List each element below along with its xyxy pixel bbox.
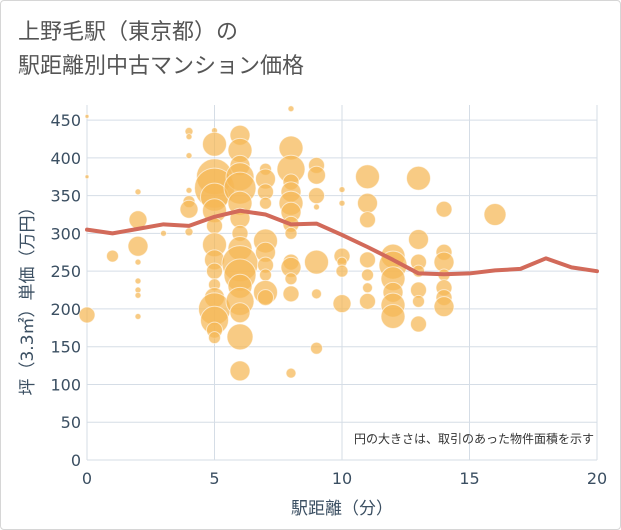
- y-tick-label: 450: [50, 111, 81, 130]
- x-tick-label: 10: [332, 469, 352, 488]
- chart-title: 上野毛駅（東京都）の 駅距離別中古マンション価格: [18, 16, 304, 84]
- bubble-point: [483, 203, 507, 227]
- bubble-point: [84, 174, 90, 180]
- bubble-point: [185, 133, 193, 141]
- y-tick-label: 0: [71, 451, 81, 470]
- bubble-point: [259, 196, 272, 210]
- x-tick-label: 0: [82, 469, 92, 488]
- bubble-point: [285, 367, 297, 379]
- bubble-point: [179, 199, 199, 219]
- bubble-point: [359, 251, 376, 269]
- bubble-point: [257, 289, 274, 307]
- bubble-point: [308, 187, 325, 205]
- bubble-point: [287, 105, 295, 113]
- bubble-point: [435, 200, 453, 218]
- bubble-point: [433, 296, 455, 318]
- y-tick-label: 150: [50, 338, 81, 357]
- bubble-point: [412, 294, 425, 308]
- x-axis-title: 駅距離（分）: [291, 499, 393, 519]
- y-tick-label: 100: [50, 375, 81, 394]
- bubble-point: [127, 235, 149, 257]
- bubble-point: [332, 294, 352, 314]
- bubble-point: [338, 186, 346, 194]
- bubble-point: [307, 165, 326, 185]
- trend-line: [85, 208, 599, 277]
- grid-lines: [86, 105, 598, 461]
- bubble-point: [304, 249, 329, 275]
- y-tick-label: 400: [50, 149, 81, 168]
- bubble-point: [362, 282, 373, 294]
- bubble-point: [206, 262, 223, 280]
- bubble-point: [361, 268, 374, 282]
- bubble-point: [408, 228, 429, 250]
- bubble-point: [284, 272, 298, 286]
- bubble-point: [335, 264, 349, 278]
- bubble-point: [160, 229, 167, 237]
- bubble-point: [202, 131, 227, 157]
- x-tick-labels: 0 5 10 15 20: [82, 469, 607, 488]
- bubble-point: [84, 113, 90, 119]
- bubble-point: [208, 331, 221, 345]
- bubble-point: [338, 199, 346, 207]
- bubble-point: [185, 186, 193, 194]
- bubble-point: [259, 268, 272, 282]
- y-tick-label: 350: [50, 187, 81, 206]
- bubble-size-note: 円の大きさは、取引のあった物件面積を示す: [354, 431, 594, 446]
- bubble-point: [229, 302, 251, 324]
- y-tick-label: 250: [50, 262, 81, 281]
- bubble-point: [226, 323, 254, 351]
- bubble-point: [134, 291, 142, 299]
- bubble-point: [359, 292, 376, 310]
- bubble-point: [313, 203, 320, 211]
- y-tick-label: 300: [50, 224, 81, 243]
- bubble-point: [359, 211, 376, 229]
- y-tick-label: 50: [61, 413, 81, 432]
- y-tick-labels: 0 50 100 150 200 250 300 350 400 450: [50, 111, 81, 470]
- bubble-layer: [78, 105, 507, 382]
- y-axis-title: 坪（3.3㎡）単価（万円）: [18, 198, 38, 395]
- bubble-point: [106, 249, 119, 263]
- bubble-point: [311, 288, 322, 300]
- bubble-point: [184, 227, 194, 237]
- bubble-point: [284, 226, 298, 240]
- bubble-point: [134, 258, 142, 266]
- title-line-1: 上野毛駅（東京都）の: [18, 20, 239, 45]
- x-tick-label: 15: [459, 469, 479, 488]
- x-tick-label: 5: [209, 469, 219, 488]
- bubble-point: [357, 192, 378, 214]
- bubble-point: [134, 188, 142, 196]
- bubble-point: [78, 306, 96, 324]
- bubble-point: [282, 285, 300, 303]
- title-line-2: 駅距離別中古マンション価格: [18, 54, 305, 79]
- bubble-point: [185, 152, 193, 160]
- x-tick-label: 20: [587, 469, 607, 488]
- bubble-point: [134, 312, 142, 320]
- bubble-point: [229, 360, 251, 382]
- bubble-point: [355, 164, 380, 190]
- bubble-point: [134, 277, 142, 285]
- bubble-point: [310, 341, 323, 355]
- y-tick-label: 200: [50, 300, 81, 319]
- bubble-point: [406, 165, 431, 191]
- bubble-point: [410, 315, 427, 333]
- bubble-point: [380, 303, 406, 329]
